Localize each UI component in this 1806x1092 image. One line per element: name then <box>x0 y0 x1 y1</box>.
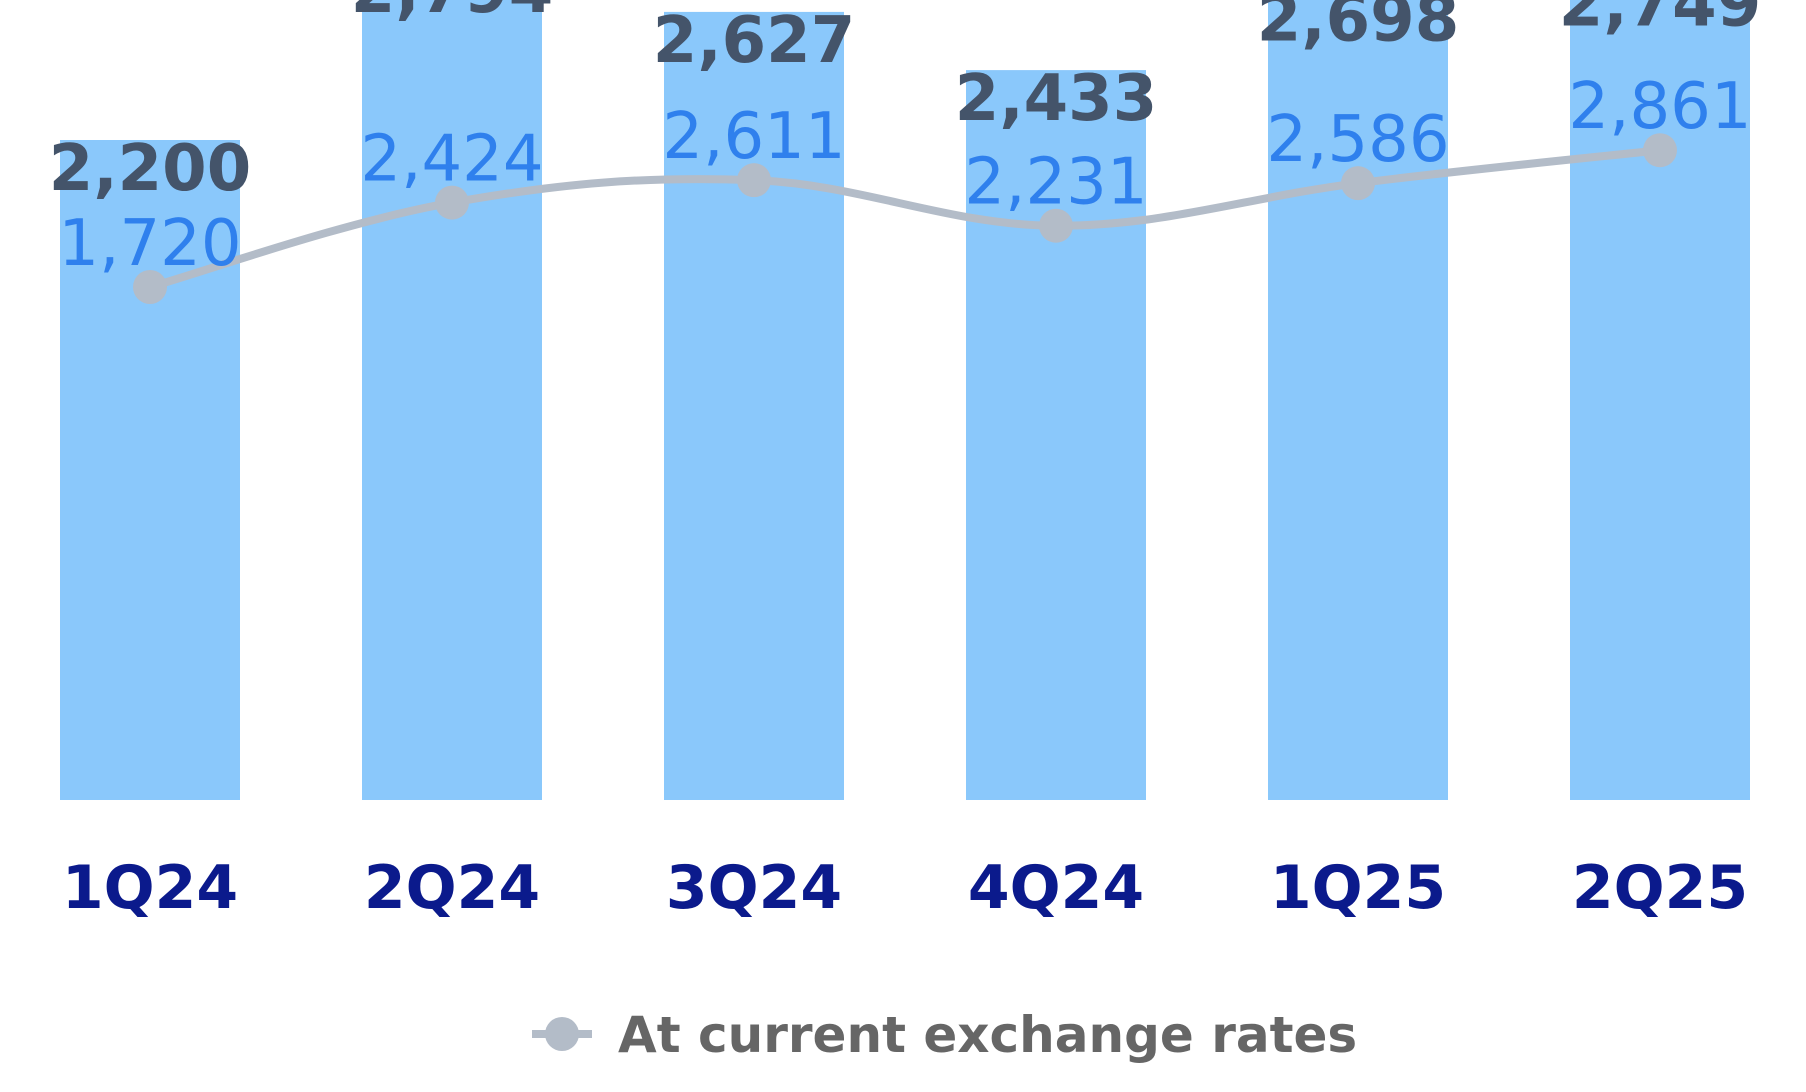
line-value-label: 2,861 <box>1568 70 1751 144</box>
line-point-1Q24 <box>133 270 167 304</box>
legend-marker-icon <box>545 1017 579 1051</box>
bar-1Q25 <box>1268 0 1448 801</box>
legend-label: At current exchange rates <box>618 1006 1357 1064</box>
bar-1Q24 <box>60 140 240 800</box>
legend: At current exchange rates <box>532 1006 1357 1064</box>
line-point-2Q24 <box>435 185 469 220</box>
bar-value-label: 2,794 <box>351 0 553 28</box>
line-value-label: 2,231 <box>964 146 1147 220</box>
bar-4Q24 <box>966 70 1146 801</box>
category-label: 1Q24 <box>62 853 238 923</box>
line-point-2Q25 <box>1643 133 1677 168</box>
bar-2Q24 <box>362 0 542 801</box>
line-value-label: 2,424 <box>360 123 543 197</box>
labels-layer: 2,200 1Q24 2,794 2Q24 2,627 3Q24 2,433 4Q24 2,69… <box>49 0 1761 923</box>
bar-value-label: 2,200 <box>49 132 251 206</box>
line-value-label: 1,720 <box>58 207 241 281</box>
category-label: 3Q24 <box>666 853 842 923</box>
line-point-4Q24 <box>1039 208 1073 243</box>
series-line-current-exchange-rates <box>146 146 1664 291</box>
bar-value-label: 2,698 <box>1257 0 1459 57</box>
bar-value-label: 2,627 <box>653 4 855 78</box>
category-label: 4Q24 <box>968 853 1144 923</box>
category-label: 2Q24 <box>364 853 540 923</box>
line-value-label: 2,611 <box>662 100 845 174</box>
bar-value-label: 2,749 <box>1559 0 1761 41</box>
line-value-label: 2,586 <box>1266 103 1449 177</box>
line-point-3Q24 <box>737 163 771 198</box>
bars-layer <box>60 0 1750 801</box>
category-label: 1Q25 <box>1270 853 1446 923</box>
category-label: 2Q25 <box>1572 853 1748 923</box>
bar-value-label: 2,433 <box>955 62 1157 136</box>
line-layer <box>133 133 1677 304</box>
bar-3Q24 <box>664 11 844 800</box>
line-point-1Q25 <box>1341 166 1375 201</box>
